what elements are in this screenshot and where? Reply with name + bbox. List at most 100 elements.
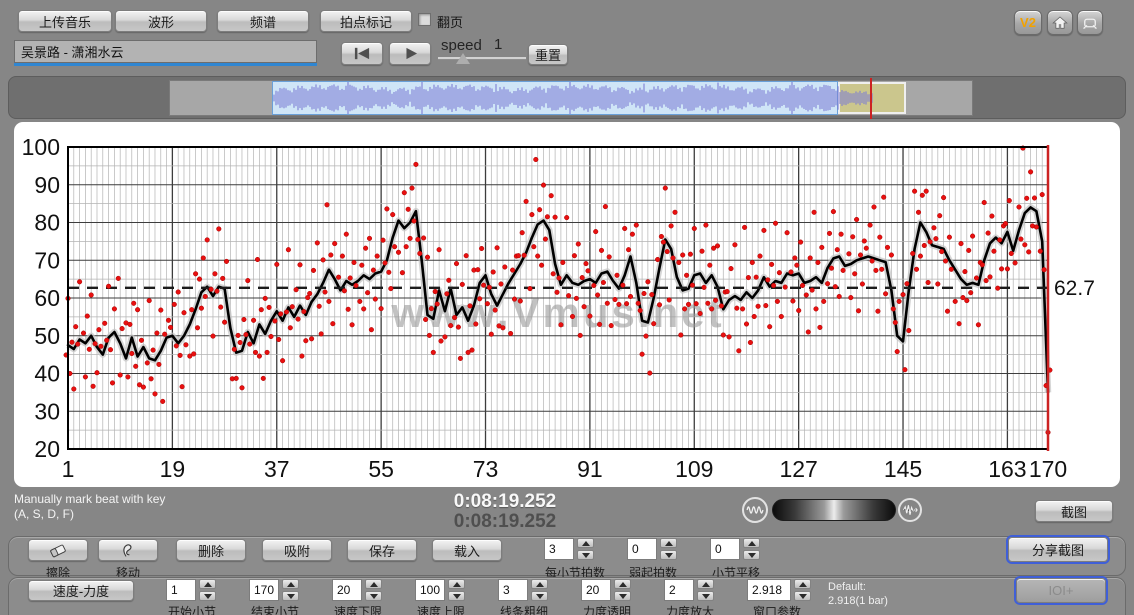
save-button[interactable]: 保存 bbox=[347, 539, 417, 561]
window-param-up-button[interactable] bbox=[794, 579, 811, 589]
beat-dot bbox=[709, 306, 715, 312]
reset-speed-button[interactable]: 重置 bbox=[528, 44, 568, 65]
skip-to-start-button[interactable] bbox=[341, 42, 383, 65]
line-width-value[interactable]: 3 bbox=[498, 579, 528, 601]
start-bar-down-button[interactable] bbox=[199, 591, 216, 601]
dyn-scale-value[interactable]: 2 bbox=[664, 579, 694, 601]
beat-dot bbox=[714, 243, 721, 249]
line-width-up-button[interactable] bbox=[531, 579, 548, 589]
end-bar-down-button[interactable] bbox=[282, 591, 299, 601]
beat-dot bbox=[583, 261, 589, 267]
beat-dot bbox=[602, 204, 608, 210]
home-button[interactable] bbox=[1047, 10, 1073, 35]
erase-tool-button[interactable] bbox=[28, 539, 88, 561]
beat-mark-tab-button[interactable]: 拍点标记 bbox=[320, 10, 412, 32]
beat-dot bbox=[388, 286, 394, 292]
beat-dot bbox=[160, 398, 166, 404]
beat-dot bbox=[952, 298, 958, 304]
waveform-track[interactable] bbox=[169, 78, 973, 119]
bar-shift-down-button[interactable] bbox=[743, 550, 760, 560]
beat-dot bbox=[535, 253, 541, 259]
beat-dot bbox=[517, 298, 523, 304]
beat-dot bbox=[577, 332, 583, 338]
track-title-input[interactable] bbox=[14, 40, 317, 63]
beat-dot bbox=[879, 266, 885, 272]
dyn-alpha-up-button[interactable] bbox=[614, 579, 631, 589]
speed-slider-thumb[interactable] bbox=[456, 53, 470, 64]
beat-dot bbox=[902, 367, 908, 373]
dyn-alpha-value[interactable]: 20 bbox=[581, 579, 611, 601]
volume-max-button[interactable] bbox=[898, 498, 922, 522]
beat-dot bbox=[446, 277, 452, 283]
pickup-beats-down-button[interactable] bbox=[660, 550, 677, 560]
beat-dot bbox=[167, 324, 174, 330]
dyn-alpha-down-button[interactable] bbox=[614, 591, 631, 601]
beat-dot bbox=[453, 261, 460, 267]
window-param-down-button[interactable] bbox=[794, 591, 811, 601]
beat-dot bbox=[361, 306, 367, 312]
screenshot-button[interactable]: 截图 bbox=[1035, 500, 1113, 522]
volume-slider[interactable] bbox=[772, 499, 896, 521]
x-tick-label: 109 bbox=[675, 456, 713, 482]
beat-dot bbox=[283, 309, 290, 315]
tempo-min-up-button[interactable] bbox=[365, 579, 382, 589]
page-turn-checkbox[interactable] bbox=[418, 13, 431, 26]
tempo-dynamics-button[interactable]: 速度-力度 bbox=[28, 580, 134, 601]
beat-dot bbox=[803, 292, 809, 298]
bar-shift-label: 小节平移 bbox=[711, 566, 760, 580]
dyn-scale-down-button[interactable] bbox=[697, 591, 714, 601]
upload-music-button[interactable]: 上传音乐 bbox=[18, 10, 112, 32]
beat-dot bbox=[194, 325, 201, 331]
beats-per-bar-down-button[interactable] bbox=[577, 550, 594, 560]
beat-dot bbox=[349, 322, 355, 328]
line-width-down-button[interactable] bbox=[531, 591, 548, 601]
volume-min-button[interactable] bbox=[742, 497, 768, 523]
bar-shift-value[interactable]: 0 bbox=[710, 538, 740, 560]
beat-dot bbox=[713, 297, 719, 303]
speed-slider-track[interactable] bbox=[438, 57, 526, 60]
tempo-dynamics-label: 速度-力度 bbox=[52, 584, 110, 599]
tempo-max-up-button[interactable] bbox=[448, 579, 465, 589]
spectrum-tab-button[interactable]: 频谱 bbox=[217, 10, 309, 32]
end-bar-up-button[interactable] bbox=[282, 579, 299, 589]
beat-dot bbox=[614, 272, 620, 278]
beats-per-bar-value[interactable]: 3 bbox=[544, 538, 574, 560]
play-button[interactable] bbox=[389, 42, 431, 65]
dyn-alpha-spinner: 20 bbox=[581, 579, 631, 601]
tempo-max-down-button[interactable] bbox=[448, 591, 465, 601]
delete-button[interactable]: 删除 bbox=[176, 539, 246, 561]
beat-dot bbox=[790, 298, 796, 304]
snap-button[interactable]: 吸附 bbox=[262, 539, 332, 561]
v2-version-button[interactable]: V2 bbox=[1014, 10, 1042, 35]
move-tool-button[interactable] bbox=[98, 539, 158, 561]
load-button[interactable]: 载入 bbox=[432, 539, 502, 561]
x-tick-label: 1 bbox=[62, 456, 75, 482]
beat-dot bbox=[133, 363, 139, 369]
y-tick-label: 70 bbox=[34, 247, 60, 273]
beat-dot bbox=[1037, 248, 1043, 254]
pickup-beats-value[interactable]: 0 bbox=[627, 538, 657, 560]
share-screenshot-button[interactable]: 分享截图 bbox=[1008, 537, 1108, 562]
beat-dot bbox=[307, 290, 313, 297]
end-bar-value[interactable]: 170 bbox=[249, 579, 279, 601]
start-bar-value[interactable]: 1 bbox=[166, 579, 196, 601]
beat-dot bbox=[680, 252, 686, 258]
tempo-min-value[interactable]: 20 bbox=[332, 579, 362, 601]
tempo-min-down-button[interactable] bbox=[365, 591, 382, 601]
end-bar-label: 结束小节 bbox=[250, 605, 299, 615]
dyn-scale-up-button[interactable] bbox=[697, 579, 714, 589]
start-bar-up-button[interactable] bbox=[199, 579, 216, 589]
fullscreen-button[interactable] bbox=[1077, 10, 1103, 35]
ioi-plus-button[interactable]: IOI+ bbox=[1016, 578, 1106, 603]
window-param-value[interactable]: 2.918 bbox=[747, 579, 791, 601]
tempo-max-value[interactable]: 100 bbox=[415, 579, 445, 601]
bar-shift-up-button[interactable] bbox=[743, 538, 760, 548]
beat-dot bbox=[86, 346, 92, 352]
beats-per-bar-up-button[interactable] bbox=[577, 538, 594, 548]
erase-tool-label: 擦除 bbox=[45, 566, 70, 580]
waveform-playhead-cursor[interactable] bbox=[870, 78, 872, 119]
waveform-tab-button[interactable]: 波形 bbox=[115, 10, 207, 32]
pickup-beats-up-button[interactable] bbox=[660, 538, 677, 548]
beat-dot bbox=[668, 223, 674, 229]
